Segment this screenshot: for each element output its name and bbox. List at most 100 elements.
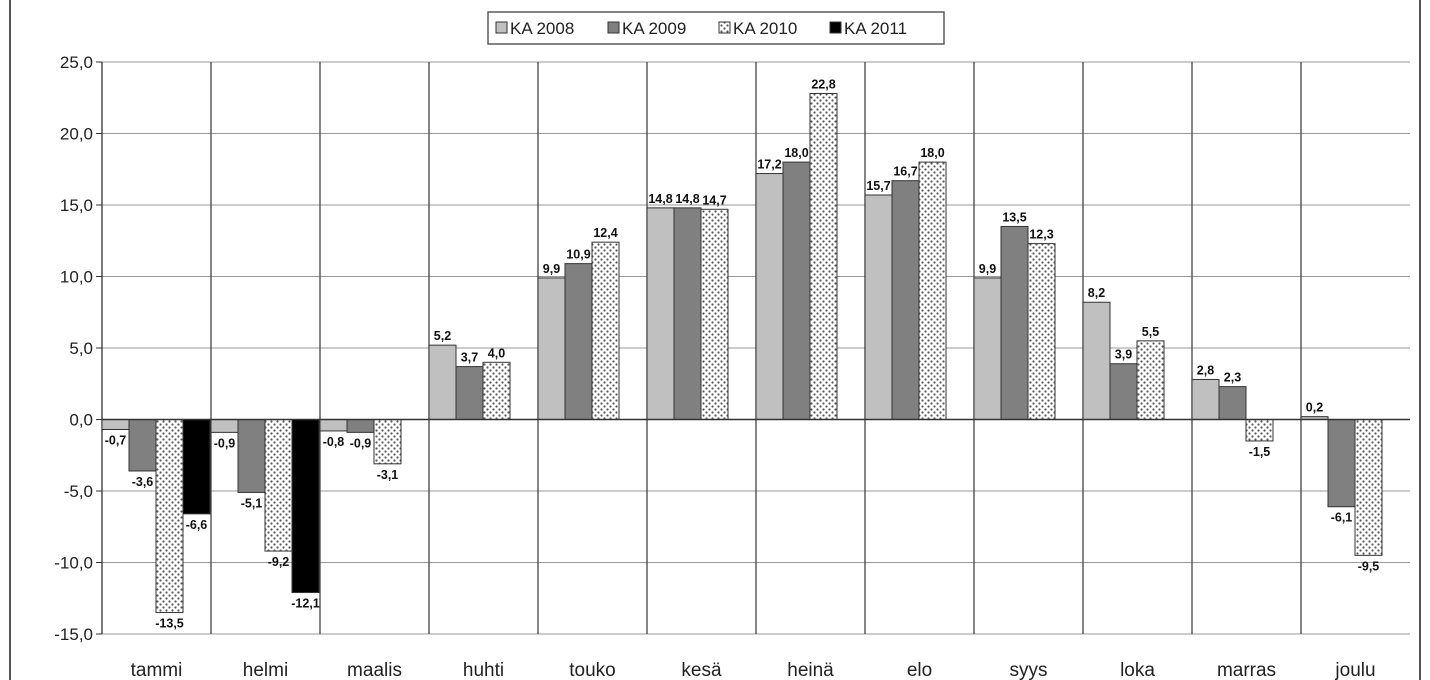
x-category-label: helmi xyxy=(243,660,288,680)
legend-swatch-ka-2008 xyxy=(495,21,508,34)
data-label: 2,8 xyxy=(1197,363,1214,377)
legend-item-ka-2008: KA 2008 xyxy=(495,19,574,38)
y-tick-label: -5,0 xyxy=(64,482,93,501)
y-tick-label: 25,0 xyxy=(60,53,93,72)
data-label: 14,8 xyxy=(675,192,699,206)
data-label: 22,8 xyxy=(811,77,835,91)
data-label: 10,9 xyxy=(566,248,590,262)
bar-ka-2008-helmi xyxy=(210,419,239,433)
data-label: -3,1 xyxy=(377,468,399,482)
bar-ka-2011-tammi xyxy=(182,419,211,515)
plot-area: 25,0 20,0 15,0 10,0 5,0 0,0 -5,0 -10,0 -15,0 -0,7… xyxy=(54,53,1410,680)
x-category-label: touko xyxy=(569,660,615,680)
legend-item-ka-2010: KA 2010 xyxy=(718,19,797,38)
data-label: 0,2 xyxy=(1306,401,1323,415)
bar-ka-2009-joulu xyxy=(1327,419,1356,508)
y-tick-label: 10,0 xyxy=(60,268,93,287)
data-label: -6,6 xyxy=(186,518,208,532)
x-category-label: loka xyxy=(1120,660,1155,680)
data-label: 14,8 xyxy=(648,192,672,206)
data-label: 18,0 xyxy=(920,146,944,160)
legend-label-ka-2010: KA 2010 xyxy=(733,19,797,38)
legend-label-ka-2009: KA 2009 xyxy=(622,19,686,38)
bar-ka-2009-syys xyxy=(1000,225,1029,420)
bar-ka-2008-loka xyxy=(1082,301,1111,420)
x-category-label: maalis xyxy=(347,660,402,680)
y-tick-label: -15,0 xyxy=(54,625,93,644)
data-label: 5,2 xyxy=(434,329,451,343)
bar-ka-2010-syys xyxy=(1027,243,1056,420)
data-label: -0,9 xyxy=(350,436,372,450)
data-label: 9,9 xyxy=(543,262,560,276)
x-category-label: tammi xyxy=(131,660,183,680)
bar-ka-2010-helmi xyxy=(264,419,293,552)
bar-ka-2009-loka xyxy=(1109,363,1138,421)
data-label: 18,0 xyxy=(784,146,808,160)
data-label: -0,9 xyxy=(214,436,236,450)
data-label: -12,1 xyxy=(291,597,320,611)
bar-ka-2008-huhti xyxy=(428,344,457,421)
data-label: 15,7 xyxy=(866,179,890,193)
data-label: 17,2 xyxy=(757,158,781,172)
bar-ka-2008-elo xyxy=(864,194,893,420)
bar-ka-2008-kesä xyxy=(646,207,675,420)
x-category-label: marras xyxy=(1217,660,1276,680)
y-tick-label: 15,0 xyxy=(60,196,93,215)
data-label: 9,9 xyxy=(979,262,996,276)
data-label: 3,7 xyxy=(461,351,478,365)
legend-swatch-ka-2009 xyxy=(607,21,620,34)
bar-ka-2008-syys xyxy=(973,277,1002,420)
bar-ka-2010-kesä xyxy=(700,208,729,420)
chart-legend: KA 2008 KA 2009 KA 2010 KA 2011 xyxy=(487,11,945,45)
bar-ka-2010-marras xyxy=(1245,419,1274,442)
legend-swatch-ka-2010 xyxy=(718,21,731,34)
data-label: 2,3 xyxy=(1224,371,1241,385)
y-tick-label: 5,0 xyxy=(69,339,93,358)
data-label: -6,1 xyxy=(1331,511,1353,525)
x-category-label: elo xyxy=(907,660,932,680)
bar-ka-2010-tammi xyxy=(155,419,184,614)
data-label: 4,0 xyxy=(488,346,505,360)
data-label: -0,7 xyxy=(105,434,127,448)
bar-ka-2010-elo xyxy=(918,161,947,420)
bar-ka-2009-helmi xyxy=(237,419,266,493)
y-tick-label: 20,0 xyxy=(60,125,93,144)
bar-ka-2009-marras xyxy=(1218,386,1247,420)
x-category-label: syys xyxy=(1010,660,1048,680)
data-label: 13,5 xyxy=(1002,210,1026,224)
data-label: 3,9 xyxy=(1115,348,1132,362)
bar-ka-2008-touko xyxy=(537,277,566,420)
bar-ka-2009-maalis xyxy=(346,419,375,433)
bar-ka-2010-heinä xyxy=(809,92,838,421)
data-label: 14,7 xyxy=(702,193,726,207)
bar-ka-2010-loka xyxy=(1136,340,1165,421)
legend-label-ka-2011: KA 2011 xyxy=(844,19,907,38)
legend-box xyxy=(487,11,945,45)
bar-ka-2008-marras xyxy=(1191,378,1220,420)
data-label: 8,2 xyxy=(1088,286,1105,300)
x-category-label: huhti xyxy=(463,660,504,680)
bar-ka-2009-touko xyxy=(564,263,593,420)
x-category-label: kesä xyxy=(681,660,722,680)
bar-ka-2010-huhti xyxy=(482,361,511,420)
data-label: -9,2 xyxy=(268,555,290,569)
data-label: 5,5 xyxy=(1142,325,1159,339)
bar-ka-2009-elo xyxy=(891,180,920,420)
legend-swatch-ka-2011 xyxy=(829,21,842,34)
bar-ka-2010-touko xyxy=(591,241,620,420)
bar-ka-2009-heinä xyxy=(782,161,811,420)
data-label: -1,5 xyxy=(1249,445,1271,459)
legend-item-ka-2009: KA 2009 xyxy=(607,19,686,38)
bar-ka-2010-maalis xyxy=(373,419,402,465)
data-label: -5,1 xyxy=(241,496,263,510)
bar-ka-2010-joulu xyxy=(1354,419,1383,556)
data-label: 16,7 xyxy=(893,165,917,179)
data-label: 12,4 xyxy=(593,226,617,240)
legend-item-ka-2011: KA 2011 xyxy=(829,19,907,38)
bar-ka-2008-heinä xyxy=(755,173,784,420)
bar-ka-2009-huhti xyxy=(455,366,484,420)
y-tick-label: -10,0 xyxy=(54,554,93,573)
x-category-label: heinä xyxy=(787,660,834,680)
data-label: -3,6 xyxy=(132,475,154,489)
